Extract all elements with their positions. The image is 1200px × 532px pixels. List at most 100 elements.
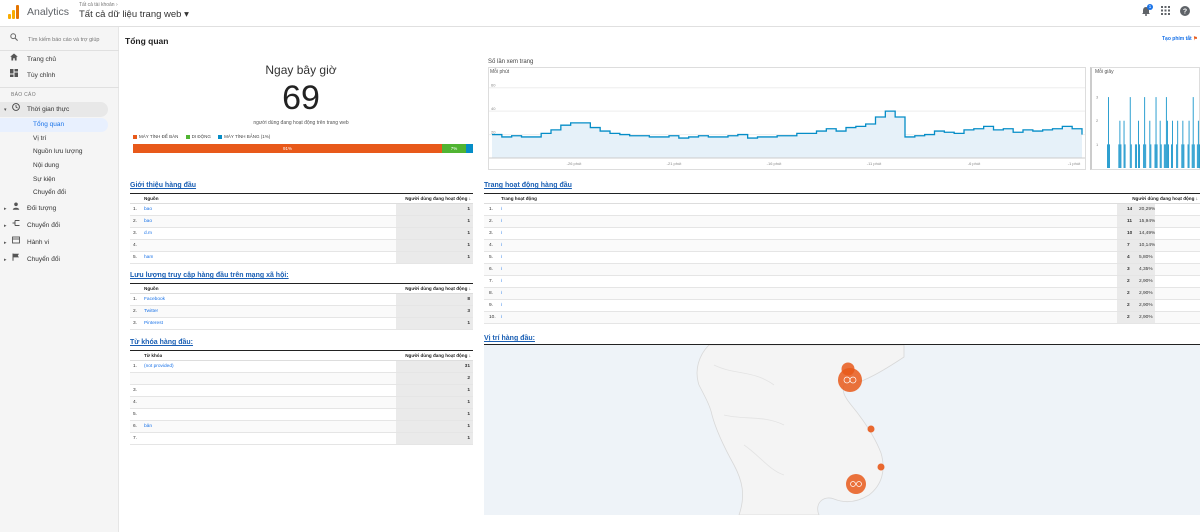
sidebar-item-content[interactable]: Nội dung xyxy=(33,162,60,169)
sidebar-item-behavior[interactable]: ▸ Hành vi xyxy=(0,236,119,250)
top-locations-map[interactable] xyxy=(484,345,1200,515)
sidebar-item-realtime[interactable]: ▾ Thời gian thực xyxy=(0,103,119,117)
active-users-value: 2 xyxy=(1127,303,1130,308)
top-referrals-title[interactable]: Giới thiệu hàng đầu xyxy=(130,182,197,189)
social-source-link[interactable]: Twitter xyxy=(144,309,159,314)
sidebar-item-locations[interactable]: Vị trí xyxy=(33,135,47,142)
active-users-value: 1 xyxy=(467,219,470,224)
sidebar-item-conversions[interactable]: ▸ Chuyển đổi xyxy=(0,253,119,267)
row-index: 5. xyxy=(133,412,138,417)
top-keywords-title[interactable]: Từ khóa hàng đầu: xyxy=(130,339,194,346)
home-icon xyxy=(10,53,18,67)
active-users-value: 1 xyxy=(467,255,470,260)
apps-icon[interactable] xyxy=(1160,6,1171,17)
referral-source-link[interactable]: bao xyxy=(144,207,153,212)
sidebar-item-traffic-sources[interactable]: Nguồn lưu lượng xyxy=(33,148,83,155)
caret-right-icon: ▸ xyxy=(4,240,7,246)
table-row: 5. / 4 5,80% xyxy=(484,252,1200,264)
help-icon[interactable]: ? xyxy=(1179,6,1190,17)
y-tick-label: 40 xyxy=(491,106,496,111)
sidebar-item-customize[interactable]: Tùy chỉnh xyxy=(0,69,119,83)
page-path-link[interactable]: / xyxy=(501,243,503,248)
page-path-link[interactable]: / xyxy=(501,303,503,308)
page-path-link[interactable]: / xyxy=(501,207,503,212)
keyword-link[interactable]: (not provided) xyxy=(144,364,174,369)
second-bar xyxy=(1164,144,1166,168)
pageviews-per-second-chart: Mỗi giây 3 2 1 xyxy=(1090,67,1200,170)
x-tick-label: -16 phút xyxy=(767,161,783,166)
property-selector[interactable]: Tất cả dữ liệu trang web ▾ xyxy=(79,9,189,20)
social-source-link[interactable]: Facebook xyxy=(144,297,166,302)
sidebar-search[interactable]: Tìm kiếm báo cáo và trợ giúp xyxy=(10,33,99,43)
page-path-link[interactable]: / xyxy=(501,255,503,260)
create-shortcut-link[interactable]: Tạo phím tắt ⚑ xyxy=(1162,36,1198,42)
top-social-title[interactable]: Lưu lượng truy cập hàng đầu trên mạng xã… xyxy=(130,272,289,279)
second-bar xyxy=(1177,120,1179,168)
sidebar-item-overview[interactable]: Tổng quan xyxy=(33,121,65,128)
active-users-percent: 4,35% xyxy=(1139,267,1153,272)
sidebar-item-audience[interactable]: ▸ Đối tượng xyxy=(0,202,119,216)
top-pages-title[interactable]: Trang hoạt động hàng đầu xyxy=(484,182,572,189)
row-index: 7. xyxy=(133,436,138,441)
table-row: 1. bao 1 xyxy=(130,204,473,216)
account-breadcrumb[interactable]: Tất cả tài khoản › xyxy=(79,2,118,8)
analytics-logo-icon[interactable] xyxy=(8,5,20,19)
legend-mobile: DI ĐỘNG xyxy=(185,134,211,139)
map-bubble-central xyxy=(867,425,875,433)
per-minute-label: Mỗi phút xyxy=(490,69,510,75)
x-tick-label: -1 phút xyxy=(1068,161,1081,166)
keyword-link[interactable]: bản xyxy=(144,424,153,429)
sidebar-item-events[interactable]: Sự kiện xyxy=(33,176,56,183)
page-path-link[interactable]: / xyxy=(501,279,503,284)
table-row: 2. Twitter 3 xyxy=(130,306,473,318)
second-bar xyxy=(1124,144,1126,168)
second-bar xyxy=(1165,97,1167,168)
sidebar-item-home[interactable]: Trang chủ xyxy=(0,53,119,67)
top-keywords-table: Từ khóa Người dùng đang hoạt động ↓ 1. (no… xyxy=(130,350,473,445)
second-bar xyxy=(1160,144,1162,168)
clock-icon xyxy=(12,103,20,117)
second-bar xyxy=(1136,144,1137,168)
page-title: Tổng quan xyxy=(125,36,169,46)
table-row: 1. (not provided) 31 xyxy=(130,361,473,373)
row-index: 2. xyxy=(489,219,494,224)
row-index: 9. xyxy=(489,303,494,308)
page-path-link[interactable]: / xyxy=(501,267,503,272)
second-bar xyxy=(1143,144,1145,168)
chevron-down-icon: ▾ xyxy=(184,9,189,20)
active-users-value: 1 xyxy=(467,412,470,417)
page-path-link[interactable]: / xyxy=(501,315,503,320)
row-index: 1. xyxy=(133,364,138,369)
table-row: 2 xyxy=(130,373,473,385)
table-row: 1. Facebook 8 xyxy=(130,294,473,306)
page-path-link[interactable]: / xyxy=(501,291,503,296)
second-bar xyxy=(1129,97,1131,168)
second-bar xyxy=(1150,144,1152,168)
app-name: Analytics xyxy=(27,6,70,18)
top-locations-title[interactable]: Vị trí hàng đầu: xyxy=(484,335,535,342)
behavior-icon xyxy=(12,236,20,250)
caret-down-icon: ▾ xyxy=(4,107,7,113)
referral-source-link[interactable]: d.m xyxy=(144,231,152,236)
table-row: 6. bản 1 xyxy=(130,421,473,433)
active-users-value: 2 xyxy=(1127,291,1130,296)
row-index: 3. xyxy=(489,231,494,236)
referral-source-link[interactable]: bao xyxy=(144,219,153,224)
caret-right-icon: ▸ xyxy=(4,206,7,212)
x-tick-label: -26 phút xyxy=(567,161,583,166)
active-users-subtitle: người dùng đang hoạt động trên trang web xyxy=(253,120,349,126)
top-pages-table: Trang hoạt động Người dùng đang hoạt động… xyxy=(484,193,1200,324)
social-source-link[interactable]: Pinterest xyxy=(144,321,163,326)
referral-source-link[interactable]: ham xyxy=(144,255,154,260)
y2-tick-label: 2 xyxy=(1096,118,1099,123)
sidebar-item-conversions-rt[interactable]: Chuyển đổi xyxy=(33,189,66,196)
acquisition-icon xyxy=(12,219,20,233)
page-path-link[interactable]: / xyxy=(501,231,503,236)
page-path-link[interactable]: / xyxy=(501,219,503,224)
second-bar xyxy=(1144,97,1146,168)
top-social-table: Nguồn Người dùng đang hoạt động ↓ 1. Faceb… xyxy=(130,283,473,330)
row-index: 4. xyxy=(489,243,494,248)
row-index: 6. xyxy=(489,267,494,272)
sidebar-item-acquisition[interactable]: ▸ Chuyển đổi xyxy=(0,219,119,233)
legend-tablet: MÁY TÍNH BẢNG (1%) xyxy=(218,134,270,139)
